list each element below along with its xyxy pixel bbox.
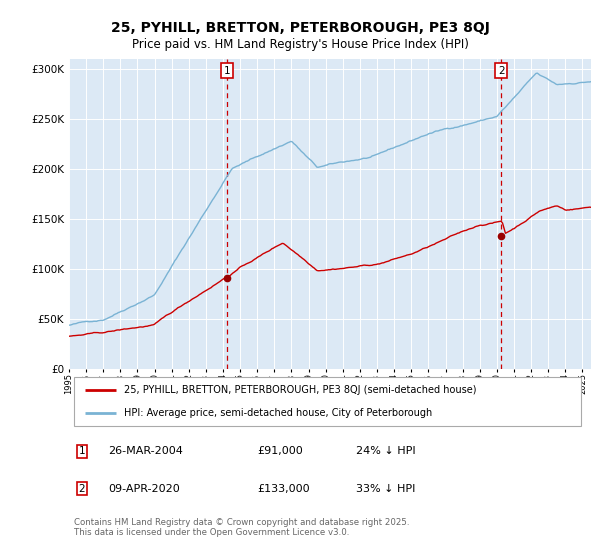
Text: 24% ↓ HPI: 24% ↓ HPI	[356, 446, 416, 456]
Text: 25, PYHILL, BRETTON, PETERBOROUGH, PE3 8QJ: 25, PYHILL, BRETTON, PETERBOROUGH, PE3 8…	[110, 21, 490, 35]
Text: HPI: Average price, semi-detached house, City of Peterborough: HPI: Average price, semi-detached house,…	[124, 408, 432, 418]
Text: 1: 1	[79, 446, 85, 456]
Text: 09-APR-2020: 09-APR-2020	[108, 484, 180, 494]
Text: 26-MAR-2004: 26-MAR-2004	[108, 446, 183, 456]
Text: £133,000: £133,000	[257, 484, 310, 494]
Text: Price paid vs. HM Land Registry's House Price Index (HPI): Price paid vs. HM Land Registry's House …	[131, 38, 469, 51]
Text: 1: 1	[224, 66, 230, 76]
Text: 33% ↓ HPI: 33% ↓ HPI	[356, 484, 415, 494]
Text: Contains HM Land Registry data © Crown copyright and database right 2025.
This d: Contains HM Land Registry data © Crown c…	[74, 518, 410, 538]
Text: 2: 2	[498, 66, 505, 76]
Text: £91,000: £91,000	[257, 446, 302, 456]
Text: 2: 2	[79, 484, 85, 494]
FancyBboxPatch shape	[74, 377, 581, 426]
Text: 25, PYHILL, BRETTON, PETERBOROUGH, PE3 8QJ (semi-detached house): 25, PYHILL, BRETTON, PETERBOROUGH, PE3 8…	[124, 385, 476, 395]
